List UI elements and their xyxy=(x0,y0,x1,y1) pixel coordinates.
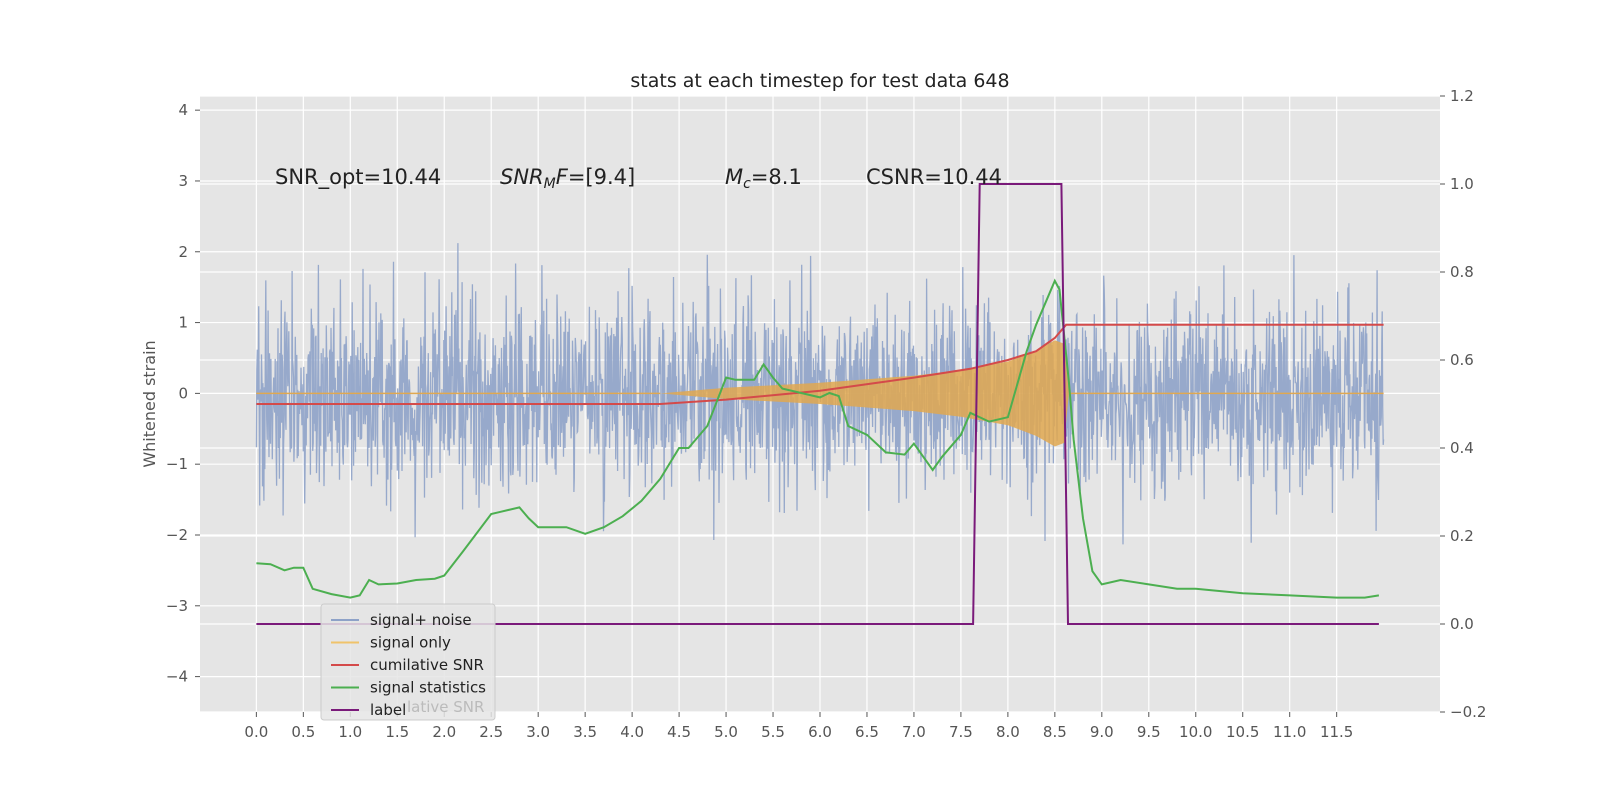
x-tick-label: 7.5 xyxy=(949,723,973,741)
y2-tick-label: 1.2 xyxy=(1450,87,1474,105)
series-signal-only-fill xyxy=(660,340,1069,447)
series-lines xyxy=(256,183,1384,625)
y2-tick-label: 0.2 xyxy=(1450,527,1474,545)
y-axis-left: 4 3 2 1 0 −1 −2 −3 −4 xyxy=(166,101,200,686)
x-tick-label: 4.0 xyxy=(620,723,644,741)
x-tick-label: 9.0 xyxy=(1090,723,1114,741)
x-tick-label: 7.0 xyxy=(902,723,926,741)
chart-title: stats at each timestep for test data 648 xyxy=(630,70,1009,92)
y-axis-label: Whitened strain xyxy=(140,340,159,467)
y2-tick-label: 0.6 xyxy=(1450,351,1474,369)
series-signal-noise xyxy=(255,243,1385,545)
y-tick-label: −1 xyxy=(166,455,188,473)
x-tick-label: 2.5 xyxy=(479,723,503,741)
y-axis-right: 1.2 1.0 0.8 0.6 0.4 0.2 0.0 −0.2 xyxy=(1440,87,1486,721)
legend-label: label xyxy=(370,701,406,719)
y-tick-label: 1 xyxy=(178,314,188,332)
y2-tick-label: 1.0 xyxy=(1450,175,1474,193)
x-tick-label: 1.5 xyxy=(385,723,409,741)
x-tick-label: 8.0 xyxy=(996,723,1020,741)
legend-items: signal+ noise signal only cumilative SNR si… xyxy=(331,611,486,719)
series-signal-statistics xyxy=(256,278,1380,599)
legend-label: cumilative SNR xyxy=(370,656,484,674)
y-tick-label: 4 xyxy=(178,101,188,119)
y-tick-label: 0 xyxy=(178,384,188,402)
y-tick-label: −2 xyxy=(166,526,188,544)
x-tick-label: 11.5 xyxy=(1320,723,1353,741)
legend-label: signal statistics xyxy=(370,679,486,697)
x-tick-label: 6.0 xyxy=(808,723,832,741)
x-tick-label: 3.0 xyxy=(526,723,550,741)
y2-tick-label: −0.2 xyxy=(1450,703,1486,721)
series-cumilative-SNR xyxy=(256,323,1384,405)
series-signal-only xyxy=(256,340,1384,447)
y-tick-label: 2 xyxy=(178,243,188,261)
x-tick-label: 1.0 xyxy=(338,723,362,741)
x-tick-label: 3.5 xyxy=(573,723,597,741)
x-tick-label: 0.0 xyxy=(244,723,268,741)
legend-label: signal only xyxy=(370,634,451,652)
x-tick-label: 8.5 xyxy=(1043,723,1067,741)
annotation-snr-mf: SNRMF=[9.4] xyxy=(500,165,635,192)
annotation-mc: Mc=8.1 xyxy=(725,165,802,192)
x-tick-label: 5.5 xyxy=(761,723,785,741)
x-tick-label: 0.5 xyxy=(291,723,315,741)
x-tick-label: 10.0 xyxy=(1179,723,1212,741)
series-signal-noise-line xyxy=(255,243,1385,545)
x-tick-label: 4.5 xyxy=(667,723,691,741)
x-tick-label: 5.0 xyxy=(714,723,738,741)
y2-tick-label: 0.0 xyxy=(1450,615,1474,633)
annotations: SNR_opt=10.44 SNRMF=[9.4] Mc=8.1 CSNR=10… xyxy=(275,165,1002,192)
annotation-snr-opt: SNR_opt=10.44 xyxy=(275,165,441,190)
y-tick-label: 3 xyxy=(178,172,188,190)
x-axis: 0.0 0.5 1.0 1.5 2.0 2.5 3.0 3.5 4.0 4.5 5.0 5.5 6.0 6… xyxy=(244,712,1353,741)
legend-ghost-text: lative SNR xyxy=(407,698,484,716)
series-label xyxy=(256,183,1379,625)
legend: lative SNR signal+ noise signal only cumil… xyxy=(320,603,496,721)
x-tick-label: 2.0 xyxy=(432,723,456,741)
legend-box xyxy=(320,603,496,721)
y-tick-label: −4 xyxy=(166,668,188,686)
annotation-csnr: CSNR=10.44 xyxy=(866,165,1002,189)
y2-tick-label: 0.8 xyxy=(1450,263,1474,281)
x-tick-label: 11.0 xyxy=(1273,723,1306,741)
y2-tick-label: 0.4 xyxy=(1450,439,1474,457)
x-tick-label: 9.5 xyxy=(1137,723,1161,741)
x-tick-label: 10.5 xyxy=(1226,723,1259,741)
x-tick-label: 6.5 xyxy=(855,723,879,741)
y-tick-label: −3 xyxy=(166,597,188,615)
legend-label: signal+ noise xyxy=(370,611,472,629)
